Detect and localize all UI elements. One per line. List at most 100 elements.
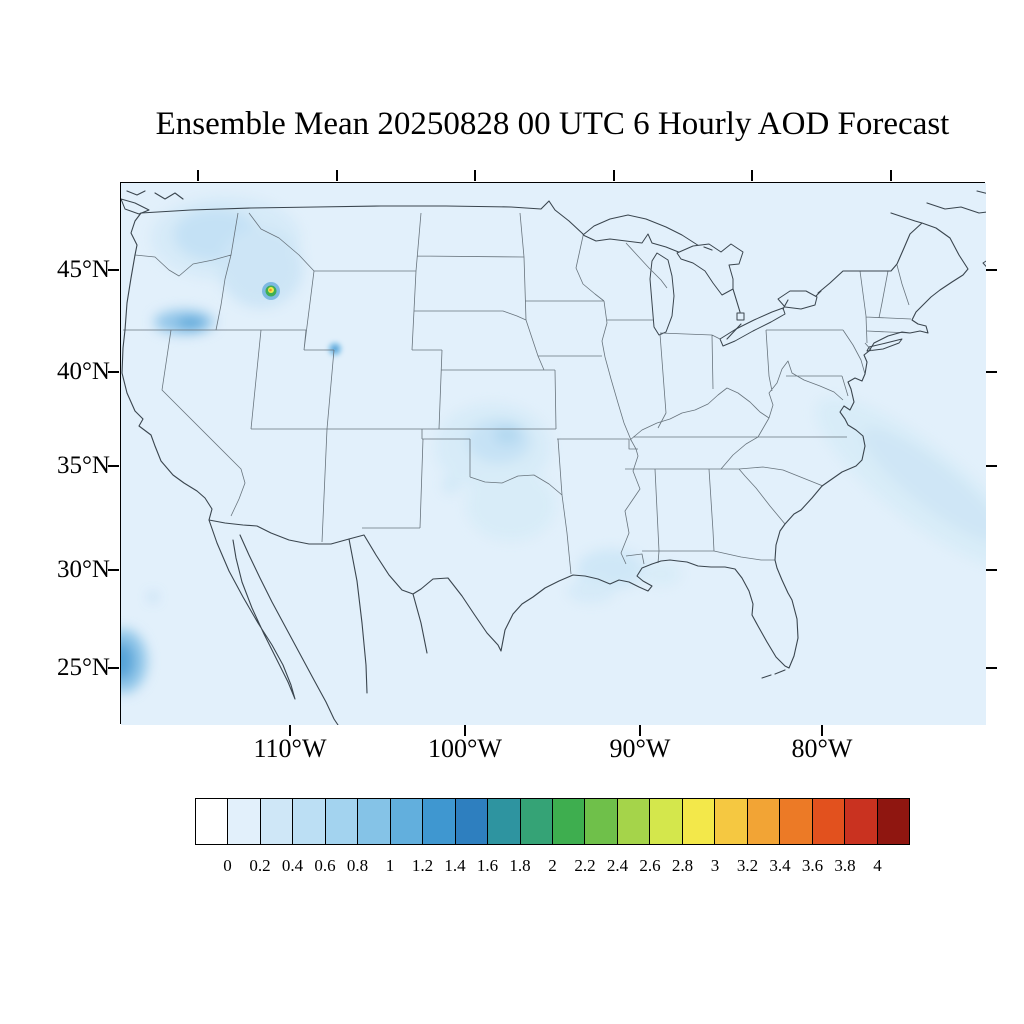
colorbar-tick-label: 0.6 — [314, 856, 336, 875]
mexico-mainland-coast — [239, 534, 339, 725]
axis-tick — [639, 725, 641, 736]
colorbar-tick-label: 2.6 — [639, 856, 661, 875]
lon-tick-label: 100°W — [428, 734, 502, 763]
colorbar-box — [682, 798, 716, 845]
axis-tick — [986, 667, 997, 669]
colorbar-tick-label: 2.4 — [606, 856, 629, 875]
axis-tick — [613, 170, 615, 181]
colorbar-tick-label: 1.2 — [411, 856, 434, 875]
colorbar-box — [585, 798, 618, 845]
axis-tick — [197, 170, 199, 181]
axis-tick — [821, 725, 823, 736]
colorbar-box — [650, 798, 683, 845]
axis-tick — [289, 725, 291, 736]
axis-tick — [336, 170, 338, 181]
axis-tick — [108, 569, 119, 571]
aod-low-patches — [121, 196, 986, 693]
colorbar-box — [423, 798, 456, 845]
aod-medium-spots — [328, 342, 342, 356]
colorbar-box — [812, 798, 846, 845]
colorbar-tick-label: 0.4 — [281, 856, 304, 875]
lake-michigan — [649, 252, 675, 336]
great-lakes-and-islands — [121, 198, 986, 352]
colorbar-box — [293, 798, 326, 845]
colorbar-tick-label: 3.8 — [834, 856, 856, 875]
colorbar-wrap: 0 0.2 0.4 0.6 0.8 1 1.2 1.4 1.6 1.8 2 2.2 2.4 2.6 2.8 3… — [195, 798, 910, 888]
coastlines-and-borders — [121, 190, 986, 725]
axis-tick — [751, 170, 753, 181]
colorbar-box — [780, 798, 813, 845]
colorbar-box — [390, 798, 424, 845]
colorbar-tick-label: 0.2 — [249, 856, 271, 875]
baja-california — [208, 519, 296, 700]
conus-aod-map — [121, 183, 986, 725]
axis-tick — [986, 569, 997, 571]
colorbar-box — [325, 798, 359, 845]
colorbar-tick-label: 3.4 — [769, 856, 791, 875]
lat-tick-label: 25°N — [56, 654, 110, 681]
colorbar-tick-label: 1.8 — [509, 856, 531, 875]
canadian-coast-squiggles — [126, 190, 986, 224]
colorbar-tick-label: 3.2 — [736, 856, 759, 875]
colorbar-tick-label: 0 — [223, 856, 232, 875]
map-area: 45°N 40°N 35°N 30°N 25°N 110°W 100°W 90°W 80°W — [57, 170, 997, 763]
lon-tick-label: 90°W — [609, 734, 671, 763]
axis-tick — [986, 465, 997, 467]
chart-title: Ensemble Mean 20250828 00 UTC 6 Hourly A… — [155, 106, 950, 142]
lat-tick-label: 40°N — [56, 358, 110, 385]
axis-tick — [890, 170, 892, 181]
axis-tick — [108, 465, 119, 467]
axis-tick — [108, 269, 119, 271]
axis-tick — [986, 371, 997, 373]
colorbar-tick-label: 2.2 — [574, 856, 596, 875]
colorbar-box — [260, 798, 294, 845]
colorbar-box — [195, 798, 229, 845]
colorbar-box — [358, 798, 391, 845]
lake-ontario — [777, 290, 818, 310]
axis-tick — [474, 170, 476, 181]
vancouver-island — [121, 198, 150, 215]
lake-huron — [676, 243, 744, 296]
colorbar-tick-label: 1 — [385, 856, 395, 875]
florida-keys — [761, 669, 786, 679]
us-outline — [121, 212, 969, 669]
colorbar-tick-label: 2 — [548, 856, 557, 875]
canada-border — [140, 200, 584, 235]
colorbar-box — [845, 798, 878, 845]
colorbar-tick-label: 0.8 — [346, 856, 369, 875]
colorbar-tick-label: 1.6 — [476, 856, 499, 875]
lon-tick-label: 80°W — [791, 734, 853, 763]
lat-tick-label: 30°N — [56, 556, 110, 583]
colorbar-box — [488, 798, 521, 845]
colorbar-box — [715, 798, 748, 845]
border-lake-connectors — [703, 246, 822, 340]
mexico-state-lines — [348, 538, 428, 694]
colorbar-tick-label: 4 — [873, 856, 882, 875]
map-frame — [120, 182, 986, 725]
aod-hotspot-idaho — [262, 282, 280, 300]
nova-scotia — [982, 260, 986, 268]
colorbar-tick-label: 2.8 — [671, 856, 694, 875]
axis-tick — [464, 725, 466, 736]
colorbar-box — [877, 798, 910, 845]
lake-erie — [719, 307, 786, 347]
colorbar-box — [747, 798, 781, 845]
colorbar — [195, 798, 910, 845]
colorbar-box — [552, 798, 586, 845]
lake-st-clair — [736, 312, 745, 321]
colorbar-tick-label: 3.6 — [801, 856, 824, 875]
colorbar-box — [228, 798, 261, 845]
colorbar-tick-label: 3 — [710, 856, 720, 875]
axis-tick — [108, 667, 119, 669]
axis-tick — [986, 269, 997, 271]
colorbar-box — [617, 798, 651, 845]
state-boundaries — [123, 212, 912, 575]
colorbar-box — [455, 798, 489, 845]
lat-tick-label: 45°N — [56, 256, 110, 283]
axis-tick — [108, 371, 119, 373]
colorbar-tick-label: 1.4 — [444, 856, 466, 875]
lat-tick-label: 35°N — [56, 452, 110, 479]
lon-tick-label: 110°W — [253, 734, 327, 763]
colorbar-box — [520, 798, 553, 845]
